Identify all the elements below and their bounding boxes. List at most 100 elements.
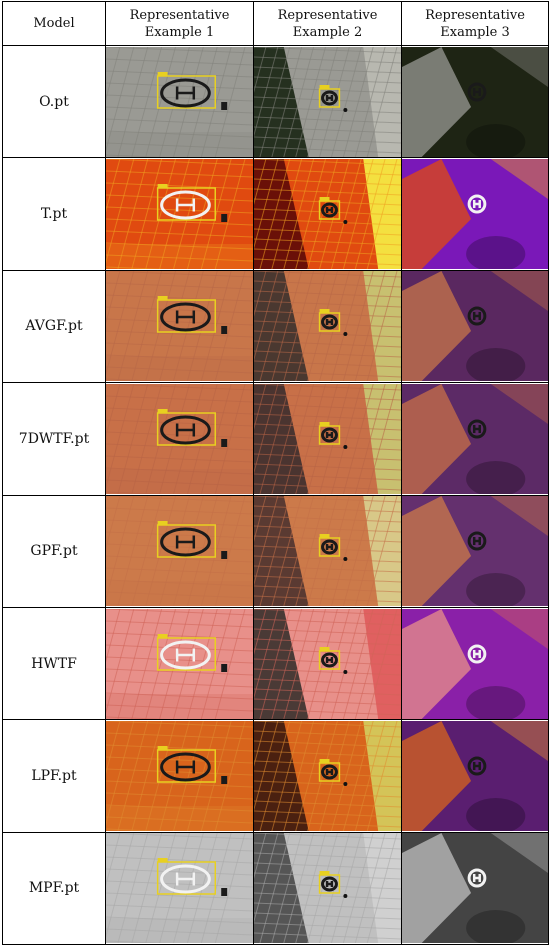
header-example-1-line2: Example 1 [144,24,215,40]
detection-image [106,608,253,719]
example-2-image [253,382,402,496]
table-row: AVGF.pt [2,269,549,384]
detection-image [254,159,401,270]
detection-image [402,720,548,831]
model-name: MPF.pt [2,831,106,946]
example-2-image [253,606,402,721]
table-row: MPF.pt [2,831,549,946]
model-name: AVGF.pt [2,269,106,384]
table-row: LPF.pt [2,719,549,833]
example-1-image [105,269,254,384]
aerial-helipad-image [402,608,548,719]
model-name: T.pt [2,157,106,271]
example-1-image [105,157,254,271]
detection-image [402,833,548,944]
example-3-image [401,494,549,608]
detection-image [402,383,548,494]
header-example-2-line1: Representative [277,7,378,23]
detection-image [254,496,401,607]
aerial-helipad-image [106,833,253,944]
model-name: HWTF [2,606,106,721]
example-1-image [105,719,254,833]
example-3-image [401,44,549,159]
header-example-2: Representative Example 2 [253,1,402,46]
detection-image [254,383,401,494]
table-row: HWTF [2,606,549,721]
aerial-helipad-image [254,383,401,494]
aerial-helipad-image [254,720,401,831]
model-name: GPF.pt [2,494,106,608]
aerial-helipad-image [402,720,548,831]
aerial-helipad-image [254,496,401,607]
example-1-image [105,606,254,721]
model-name: 7DWTF.pt [2,382,106,496]
example-3-image [401,382,549,496]
table-row: O.pt [2,44,549,159]
aerial-helipad-image [106,383,253,494]
example-3-image [401,719,549,833]
aerial-helipad-image [106,496,253,607]
example-3-image [401,606,549,721]
aerial-helipad-image [402,271,548,382]
model-name: O.pt [2,44,106,159]
detection-image [106,833,253,944]
aerial-helipad-image [254,271,401,382]
aerial-helipad-image [106,608,253,719]
aerial-helipad-image [402,159,548,270]
example-1-image [105,831,254,946]
example-3-image [401,269,549,384]
detection-image [106,271,253,382]
table-row: 7DWTF.pt [2,382,549,496]
aerial-helipad-image [402,833,548,944]
detection-image [106,46,253,157]
example-2-image [253,157,402,271]
detection-image [402,608,548,719]
detection-image [254,271,401,382]
table-row: T.pt [2,157,549,271]
aerial-helipad-image [106,159,253,270]
header-row: Model Representative Example 1 Represent… [2,1,549,46]
header-example-2-line2: Example 2 [292,24,363,40]
aerial-helipad-image [254,159,401,270]
detection-image [402,496,548,607]
example-3-image [401,157,549,271]
detection-image [106,159,253,270]
header-example-3-line2: Example 3 [440,24,510,40]
example-3-image [401,831,549,946]
header-example-1: Representative Example 1 [105,1,254,46]
header-example-3-line1: Representative [425,7,525,23]
example-1-image [105,44,254,159]
detection-image [254,608,401,719]
detection-image [402,159,548,270]
example-2-image [253,44,402,159]
example-2-image [253,269,402,384]
aerial-helipad-image [402,383,548,494]
aerial-helipad-image [402,496,548,607]
detection-image [254,720,401,831]
aerial-helipad-image [402,46,548,157]
example-1-image [105,494,254,608]
example-1-image [105,382,254,496]
detection-image [402,46,548,157]
aerial-helipad-image [254,608,401,719]
detection-image [402,271,548,382]
header-example-3: Representative Example 3 [401,1,549,46]
aerial-helipad-image [254,833,401,944]
example-2-image [253,719,402,833]
detection-image [254,46,401,157]
model-name: LPF.pt [2,719,106,833]
example-2-image [253,831,402,946]
detection-image [254,833,401,944]
detection-image [106,720,253,831]
aerial-helipad-image [106,46,253,157]
aerial-helipad-image [106,271,253,382]
header-example-1-line1: Representative [129,7,230,23]
header-model: Model [2,1,106,46]
aerial-helipad-image [106,720,253,831]
detection-image [106,496,253,607]
table-row: GPF.pt [2,494,549,608]
example-2-image [253,494,402,608]
detection-image [106,383,253,494]
aerial-helipad-image [254,46,401,157]
